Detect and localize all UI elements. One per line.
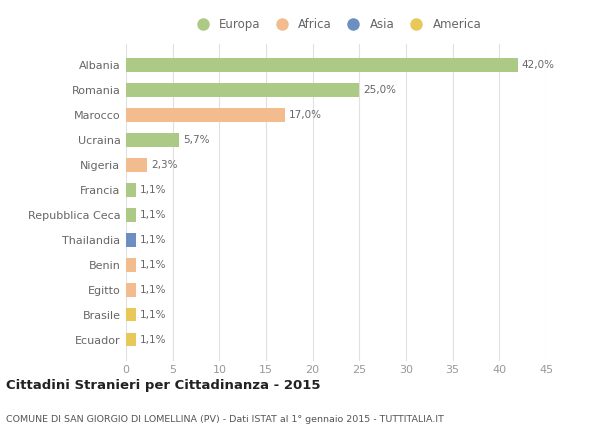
Bar	[126, 233, 136, 247]
Text: 25,0%: 25,0%	[363, 85, 396, 95]
Bar	[126, 108, 284, 122]
Bar	[126, 258, 136, 271]
Bar	[126, 333, 136, 346]
Bar	[126, 133, 179, 147]
Text: 1,1%: 1,1%	[140, 260, 167, 270]
Bar	[126, 158, 148, 172]
Text: 1,1%: 1,1%	[140, 235, 167, 245]
Text: 1,1%: 1,1%	[140, 285, 167, 295]
Bar	[126, 83, 359, 97]
Bar	[126, 308, 136, 322]
Text: 42,0%: 42,0%	[522, 60, 555, 70]
Legend: Europa, Africa, Asia, America: Europa, Africa, Asia, America	[187, 15, 485, 35]
Text: Cittadini Stranieri per Cittadinanza - 2015: Cittadini Stranieri per Cittadinanza - 2…	[6, 379, 320, 392]
Text: 1,1%: 1,1%	[140, 310, 167, 319]
Text: 17,0%: 17,0%	[289, 110, 322, 120]
Text: 2,3%: 2,3%	[151, 160, 178, 170]
Text: 5,7%: 5,7%	[183, 135, 209, 145]
Bar	[126, 183, 136, 197]
Bar	[126, 59, 518, 72]
Text: 1,1%: 1,1%	[140, 210, 167, 220]
Bar	[126, 283, 136, 297]
Bar	[126, 208, 136, 222]
Text: 1,1%: 1,1%	[140, 185, 167, 195]
Text: COMUNE DI SAN GIORGIO DI LOMELLINA (PV) - Dati ISTAT al 1° gennaio 2015 - TUTTIT: COMUNE DI SAN GIORGIO DI LOMELLINA (PV) …	[6, 415, 444, 425]
Text: 1,1%: 1,1%	[140, 334, 167, 345]
